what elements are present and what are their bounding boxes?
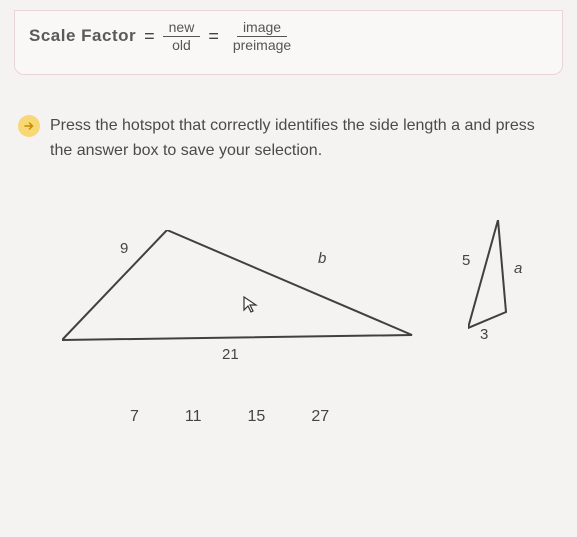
equals-sign-2: = <box>208 26 219 47</box>
fraction-numerator: image <box>237 19 287 37</box>
answer-option-27[interactable]: 27 <box>311 408 329 426</box>
label-side-5[interactable]: 5 <box>462 252 470 269</box>
equals-sign-1: = <box>144 26 155 47</box>
arrow-right-icon <box>23 120 35 132</box>
diagram-area: 9 b 21 5 a 3 7 11 15 27 <box>0 200 577 430</box>
scale-factor-label: Scale Factor <box>29 26 136 46</box>
answer-options: 7 11 15 27 <box>0 408 577 426</box>
small-triangle[interactable] <box>468 220 518 340</box>
formula-card: Scale Factor = new old = image preimage <box>14 10 563 75</box>
scale-factor-formula: Scale Factor = new old = image preimage <box>29 19 548 54</box>
instruction-block: Press the hotspot that correctly identif… <box>18 113 559 164</box>
cursor-icon <box>242 295 260 313</box>
label-side-21[interactable]: 21 <box>222 346 239 363</box>
label-side-3[interactable]: 3 <box>480 326 488 343</box>
answer-option-11[interactable]: 11 <box>185 408 202 426</box>
fraction-image-preimage: image preimage <box>227 19 297 54</box>
label-side-9[interactable]: 9 <box>120 240 128 257</box>
answer-option-15[interactable]: 15 <box>248 408 266 426</box>
fraction-denominator: preimage <box>227 37 297 54</box>
label-side-a[interactable]: a <box>514 260 522 277</box>
fraction-numerator: new <box>163 19 201 37</box>
answer-option-7[interactable]: 7 <box>130 408 139 426</box>
large-triangle-shape <box>62 230 412 340</box>
instruction-text: Press the hotspot that correctly identif… <box>50 113 559 164</box>
fraction-new-old: new old <box>163 19 201 54</box>
fraction-denominator: old <box>166 37 197 54</box>
small-triangle-shape <box>468 220 506 328</box>
label-side-b[interactable]: b <box>318 250 326 267</box>
arrow-badge-icon <box>18 115 40 137</box>
